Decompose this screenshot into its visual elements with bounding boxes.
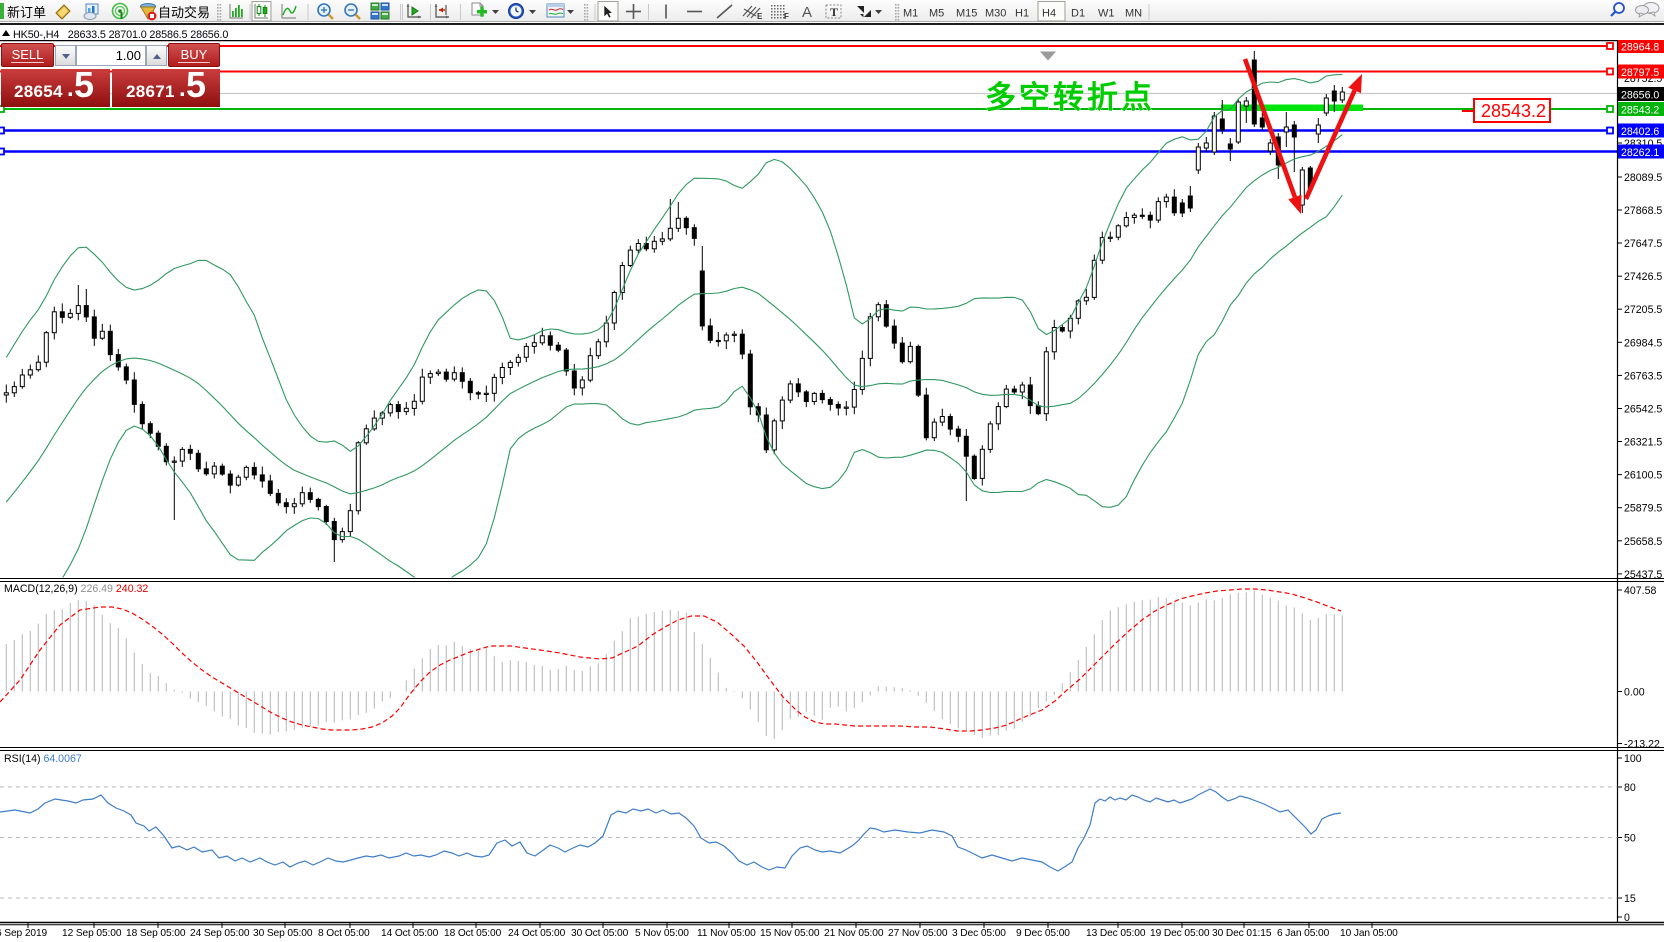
svg-text:25879.5: 25879.5 <box>1624 503 1662 515</box>
svg-text:21 Nov 05:00: 21 Nov 05:00 <box>824 928 884 939</box>
svg-text:M1: M1 <box>903 8 918 20</box>
svg-text:MN: MN <box>1125 8 1142 20</box>
svg-text:24 Sep 05:00: 24 Sep 05:00 <box>190 928 250 939</box>
svg-text:28543.2: 28543.2 <box>1621 105 1659 117</box>
svg-text:30 Sep 05:00: 30 Sep 05:00 <box>253 928 313 939</box>
svg-text:27426.5: 27426.5 <box>1624 271 1662 283</box>
svg-text:27868.5: 27868.5 <box>1624 205 1662 217</box>
svg-text:11 Nov 05:00: 11 Nov 05:00 <box>697 928 756 939</box>
svg-text:T: T <box>830 5 838 19</box>
svg-text:26984.5: 26984.5 <box>1624 337 1662 349</box>
svg-text:8 Oct 05:00: 8 Oct 05:00 <box>318 928 370 939</box>
svg-text:15 Nov 05:00: 15 Nov 05:00 <box>760 928 820 939</box>
svg-text:5 Nov 05:00: 5 Nov 05:00 <box>635 928 689 939</box>
svg-text:自动交易: 自动交易 <box>158 5 210 20</box>
svg-text:RSI(14) 64.0067: RSI(14) 64.0067 <box>4 753 82 765</box>
svg-text:50: 50 <box>1624 833 1636 845</box>
svg-text:30 Dec 01:15: 30 Dec 01:15 <box>1212 928 1272 939</box>
svg-text:27 Nov 05:00: 27 Nov 05:00 <box>888 928 948 939</box>
svg-text:E: E <box>757 12 763 21</box>
svg-text:28262.1: 28262.1 <box>1621 147 1659 159</box>
svg-text:28089.5: 28089.5 <box>1624 172 1662 184</box>
svg-text:多空转折点: 多空转折点 <box>985 80 1155 115</box>
svg-text:12 Sep 05:00: 12 Sep 05:00 <box>62 928 122 939</box>
svg-text:100: 100 <box>1624 753 1642 765</box>
svg-text:26763.5: 26763.5 <box>1624 370 1662 382</box>
svg-text:27647.5: 27647.5 <box>1624 238 1662 250</box>
svg-text:13 Dec 05:00: 13 Dec 05:00 <box>1086 928 1146 939</box>
svg-text:-213.22: -213.22 <box>1624 739 1660 751</box>
svg-text:80: 80 <box>1624 782 1636 794</box>
svg-text:新订单: 新订单 <box>7 5 46 20</box>
svg-text:28964.8: 28964.8 <box>1621 42 1659 54</box>
svg-text:H4: H4 <box>1042 8 1056 20</box>
svg-text:H1: H1 <box>1015 8 1029 20</box>
svg-text:0: 0 <box>1624 912 1630 924</box>
svg-text:25658.5: 25658.5 <box>1624 536 1662 548</box>
svg-text:18 Sep 05:00: 18 Sep 05:00 <box>126 928 186 939</box>
svg-text:18 Oct 05:00: 18 Oct 05:00 <box>444 928 502 939</box>
svg-text:28543.2: 28543.2 <box>1481 101 1546 121</box>
svg-text:26321.5: 26321.5 <box>1624 437 1662 449</box>
svg-text:19 Dec 05:00: 19 Dec 05:00 <box>1150 928 1210 939</box>
svg-text:A: A <box>802 4 812 21</box>
svg-text:27205.5: 27205.5 <box>1624 304 1662 316</box>
svg-text:0.00: 0.00 <box>1624 687 1645 699</box>
svg-text:24 Oct 05:00: 24 Oct 05:00 <box>508 928 566 939</box>
svg-text:M15: M15 <box>956 8 977 20</box>
svg-text:D1: D1 <box>1071 8 1085 20</box>
svg-text:9 Dec 05:00: 9 Dec 05:00 <box>1016 928 1070 939</box>
svg-text:10 Jan 05:00: 10 Jan 05:00 <box>1340 928 1398 939</box>
svg-text:25437.5: 25437.5 <box>1624 569 1662 581</box>
svg-text:M30: M30 <box>985 8 1006 20</box>
svg-text:MACD(12,26,9) 226.49 240.32: MACD(12,26,9) 226.49 240.32 <box>4 583 148 595</box>
svg-text:14 Oct 05:00: 14 Oct 05:00 <box>381 928 439 939</box>
svg-text:M5: M5 <box>929 8 944 20</box>
svg-text:3 Dec 05:00: 3 Dec 05:00 <box>952 928 1006 939</box>
svg-text:6 Sep 2019: 6 Sep 2019 <box>0 928 48 939</box>
svg-text:15: 15 <box>1624 893 1636 905</box>
svg-text:26542.5: 26542.5 <box>1624 404 1662 416</box>
svg-text:28402.6: 28402.6 <box>1621 126 1659 138</box>
svg-text:F: F <box>784 12 789 21</box>
svg-text:407.58: 407.58 <box>1624 585 1657 597</box>
svg-text:28797.5: 28797.5 <box>1621 67 1659 79</box>
svg-text:26100.5: 26100.5 <box>1624 470 1662 482</box>
svg-text:30 Oct 05:00: 30 Oct 05:00 <box>571 928 629 939</box>
svg-text:W1: W1 <box>1098 8 1115 20</box>
svg-text:6 Jan 05:00: 6 Jan 05:00 <box>1277 928 1330 939</box>
svg-text:28656.0: 28656.0 <box>1621 90 1659 102</box>
